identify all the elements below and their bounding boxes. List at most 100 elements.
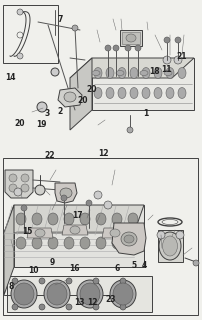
Ellipse shape (127, 237, 137, 249)
Text: 16: 16 (68, 264, 79, 273)
Text: 14: 14 (5, 73, 15, 82)
Ellipse shape (117, 68, 125, 78)
Circle shape (9, 174, 17, 182)
Circle shape (93, 304, 99, 310)
Circle shape (113, 45, 118, 51)
Text: 1: 1 (143, 109, 148, 118)
Polygon shape (5, 170, 33, 198)
Circle shape (66, 304, 72, 310)
Ellipse shape (125, 34, 135, 42)
Ellipse shape (14, 283, 34, 305)
Ellipse shape (139, 70, 147, 76)
Ellipse shape (127, 213, 137, 225)
Circle shape (37, 102, 47, 112)
Polygon shape (55, 183, 77, 203)
Ellipse shape (32, 213, 42, 225)
Ellipse shape (109, 229, 119, 237)
Text: 13: 13 (74, 298, 84, 307)
Ellipse shape (141, 68, 149, 78)
Circle shape (21, 205, 27, 211)
Ellipse shape (96, 237, 105, 249)
Text: 5: 5 (131, 261, 136, 270)
Circle shape (61, 195, 67, 201)
Polygon shape (157, 230, 182, 262)
Ellipse shape (11, 280, 37, 308)
Polygon shape (119, 30, 141, 46)
Ellipse shape (158, 232, 180, 260)
Text: 4: 4 (141, 261, 146, 270)
Polygon shape (4, 205, 143, 233)
Text: 18: 18 (148, 67, 159, 76)
Circle shape (21, 174, 29, 182)
Polygon shape (92, 58, 193, 110)
Circle shape (163, 37, 169, 43)
Ellipse shape (129, 68, 137, 78)
Circle shape (94, 191, 101, 199)
Circle shape (104, 45, 110, 51)
Ellipse shape (123, 235, 133, 243)
Text: 20: 20 (86, 85, 96, 94)
Circle shape (119, 304, 125, 310)
Text: 15: 15 (22, 227, 33, 236)
Circle shape (17, 9, 23, 15)
Ellipse shape (94, 68, 101, 78)
Polygon shape (4, 205, 14, 295)
Ellipse shape (129, 87, 137, 99)
Ellipse shape (60, 188, 72, 198)
Circle shape (119, 278, 125, 284)
Polygon shape (70, 58, 193, 78)
Ellipse shape (94, 87, 101, 99)
Circle shape (21, 184, 29, 192)
Ellipse shape (109, 280, 135, 308)
Text: 20: 20 (14, 119, 24, 128)
Circle shape (72, 25, 78, 31)
Ellipse shape (153, 87, 161, 99)
Circle shape (39, 278, 45, 284)
Ellipse shape (80, 283, 100, 305)
Ellipse shape (165, 87, 173, 99)
Polygon shape (58, 88, 82, 107)
Ellipse shape (105, 87, 114, 99)
Ellipse shape (112, 213, 121, 225)
Circle shape (192, 260, 198, 266)
Ellipse shape (105, 68, 114, 78)
Ellipse shape (64, 213, 74, 225)
Circle shape (14, 188, 22, 196)
Text: 23: 23 (105, 295, 115, 304)
Ellipse shape (162, 236, 177, 256)
Circle shape (124, 45, 130, 51)
Ellipse shape (16, 237, 26, 249)
Polygon shape (70, 58, 92, 130)
Text: 20: 20 (77, 96, 87, 105)
Ellipse shape (153, 68, 161, 78)
Text: 12: 12 (87, 298, 97, 307)
Ellipse shape (96, 213, 105, 225)
Ellipse shape (44, 280, 70, 308)
Circle shape (134, 45, 140, 51)
Circle shape (174, 37, 180, 43)
Text: 8: 8 (8, 282, 14, 291)
Circle shape (173, 56, 181, 64)
Circle shape (51, 68, 59, 76)
Polygon shape (62, 225, 87, 235)
Polygon shape (14, 205, 143, 267)
Ellipse shape (77, 280, 102, 308)
Ellipse shape (32, 237, 42, 249)
Ellipse shape (115, 70, 123, 76)
Text: 11: 11 (160, 65, 171, 74)
Polygon shape (7, 276, 151, 312)
Ellipse shape (117, 87, 125, 99)
Ellipse shape (165, 68, 173, 78)
Ellipse shape (80, 237, 89, 249)
Circle shape (12, 278, 18, 284)
Text: 21: 21 (176, 52, 186, 61)
Circle shape (35, 185, 45, 195)
Bar (3, 158, 197, 315)
Text: 6: 6 (114, 264, 119, 273)
Text: 3: 3 (44, 109, 49, 118)
Ellipse shape (177, 87, 185, 99)
Text: 10: 10 (28, 266, 39, 275)
Circle shape (12, 304, 18, 310)
Text: 19: 19 (36, 120, 47, 129)
Polygon shape (112, 223, 145, 255)
